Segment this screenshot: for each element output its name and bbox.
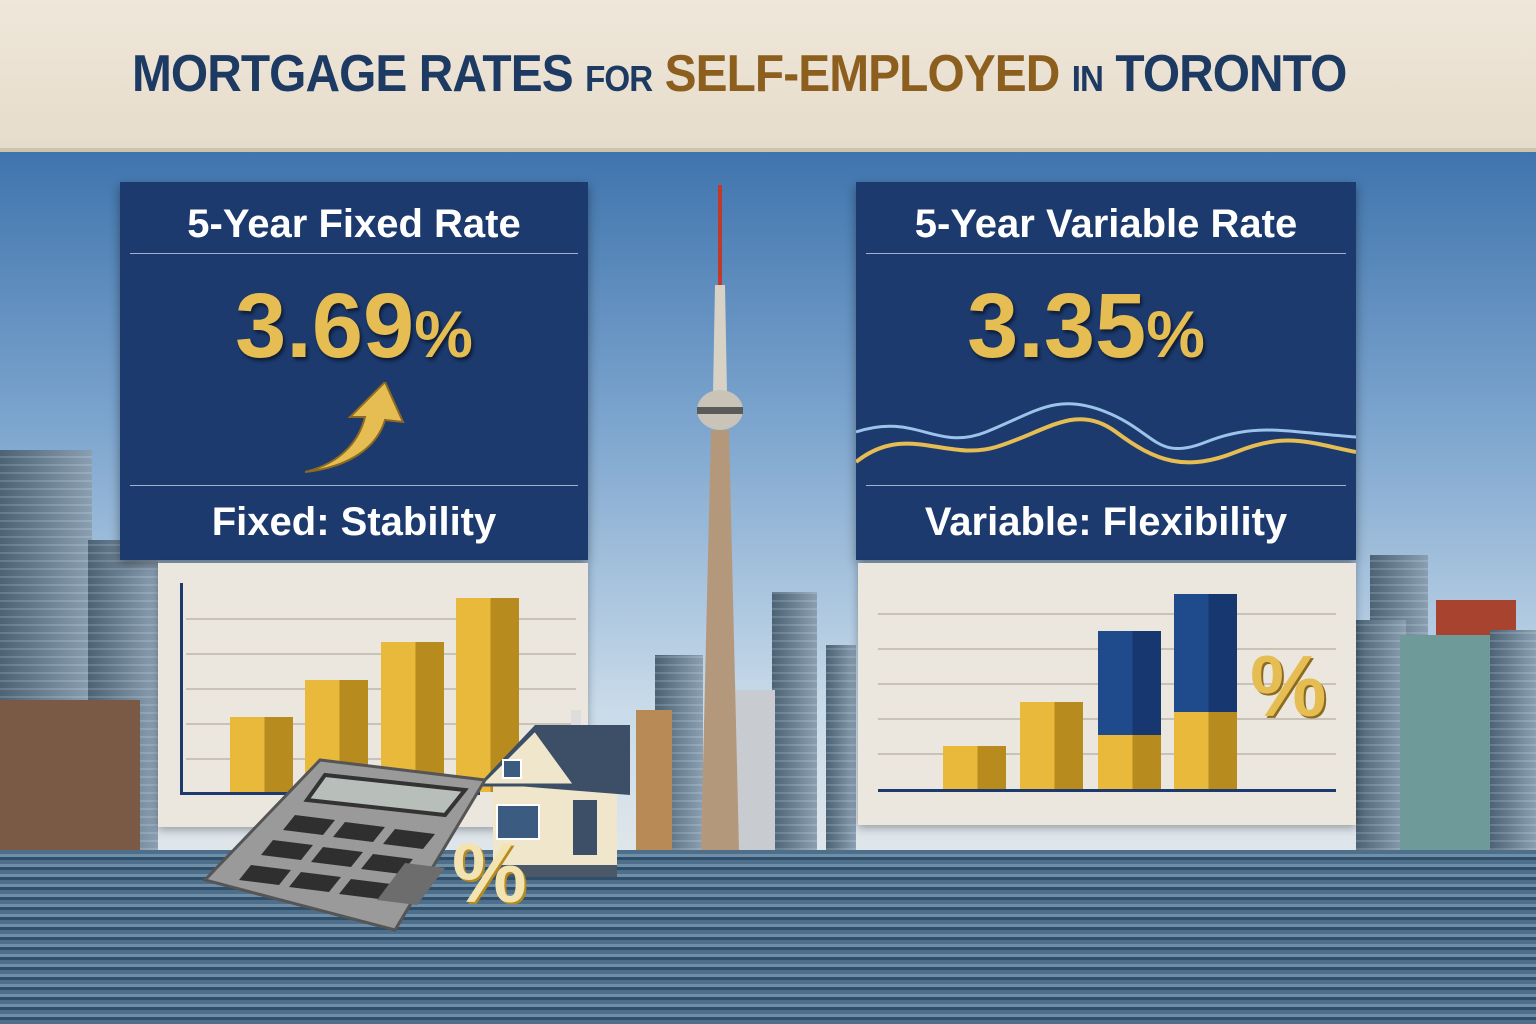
title-banner: MORTGAGE RATES FOR SELF-EMPLOYED IN TORO…: [0, 0, 1536, 152]
bar: [1098, 631, 1161, 735]
variable-rate-heading: 5-Year Variable Rate: [914, 202, 1298, 246]
wave-line-icon: [856, 402, 1356, 465]
bar: [1098, 735, 1161, 789]
variable-bar-graphic: %: [858, 563, 1356, 825]
cn-tower: [697, 185, 743, 850]
percent-symbol: %: [1250, 639, 1327, 735]
calculator-icon: [202, 758, 488, 932]
page-title: MORTGAGE RATES FOR SELF-EMPLOYED IN TORO…: [132, 45, 1347, 103]
bar: [1020, 702, 1083, 789]
arrow-up-right-icon: [305, 382, 405, 473]
bar: [943, 746, 1006, 789]
variable-subtitle: Variable: Flexibility: [924, 500, 1288, 544]
variable-rate-panel: 5-Year Variable Rate 3.35% Variable: Fle…: [856, 182, 1356, 560]
fixed-rate-panel: 5-Year Fixed Rate 3.69% Fixed: Stability: [120, 182, 588, 560]
fixed-subtitle: Fixed: Stability: [211, 500, 497, 544]
bar: [230, 717, 293, 792]
fixed-rate-heading: 5-Year Fixed Rate: [187, 202, 521, 246]
bar: [1174, 712, 1237, 789]
house-icon: [476, 710, 630, 877]
percent-symbol: %: [452, 826, 527, 920]
variable-rate-value: 3.35%: [967, 275, 1205, 377]
bar: [381, 642, 444, 792]
fixed-rate-value: 3.69%: [235, 275, 473, 377]
bar: [1174, 594, 1237, 712]
